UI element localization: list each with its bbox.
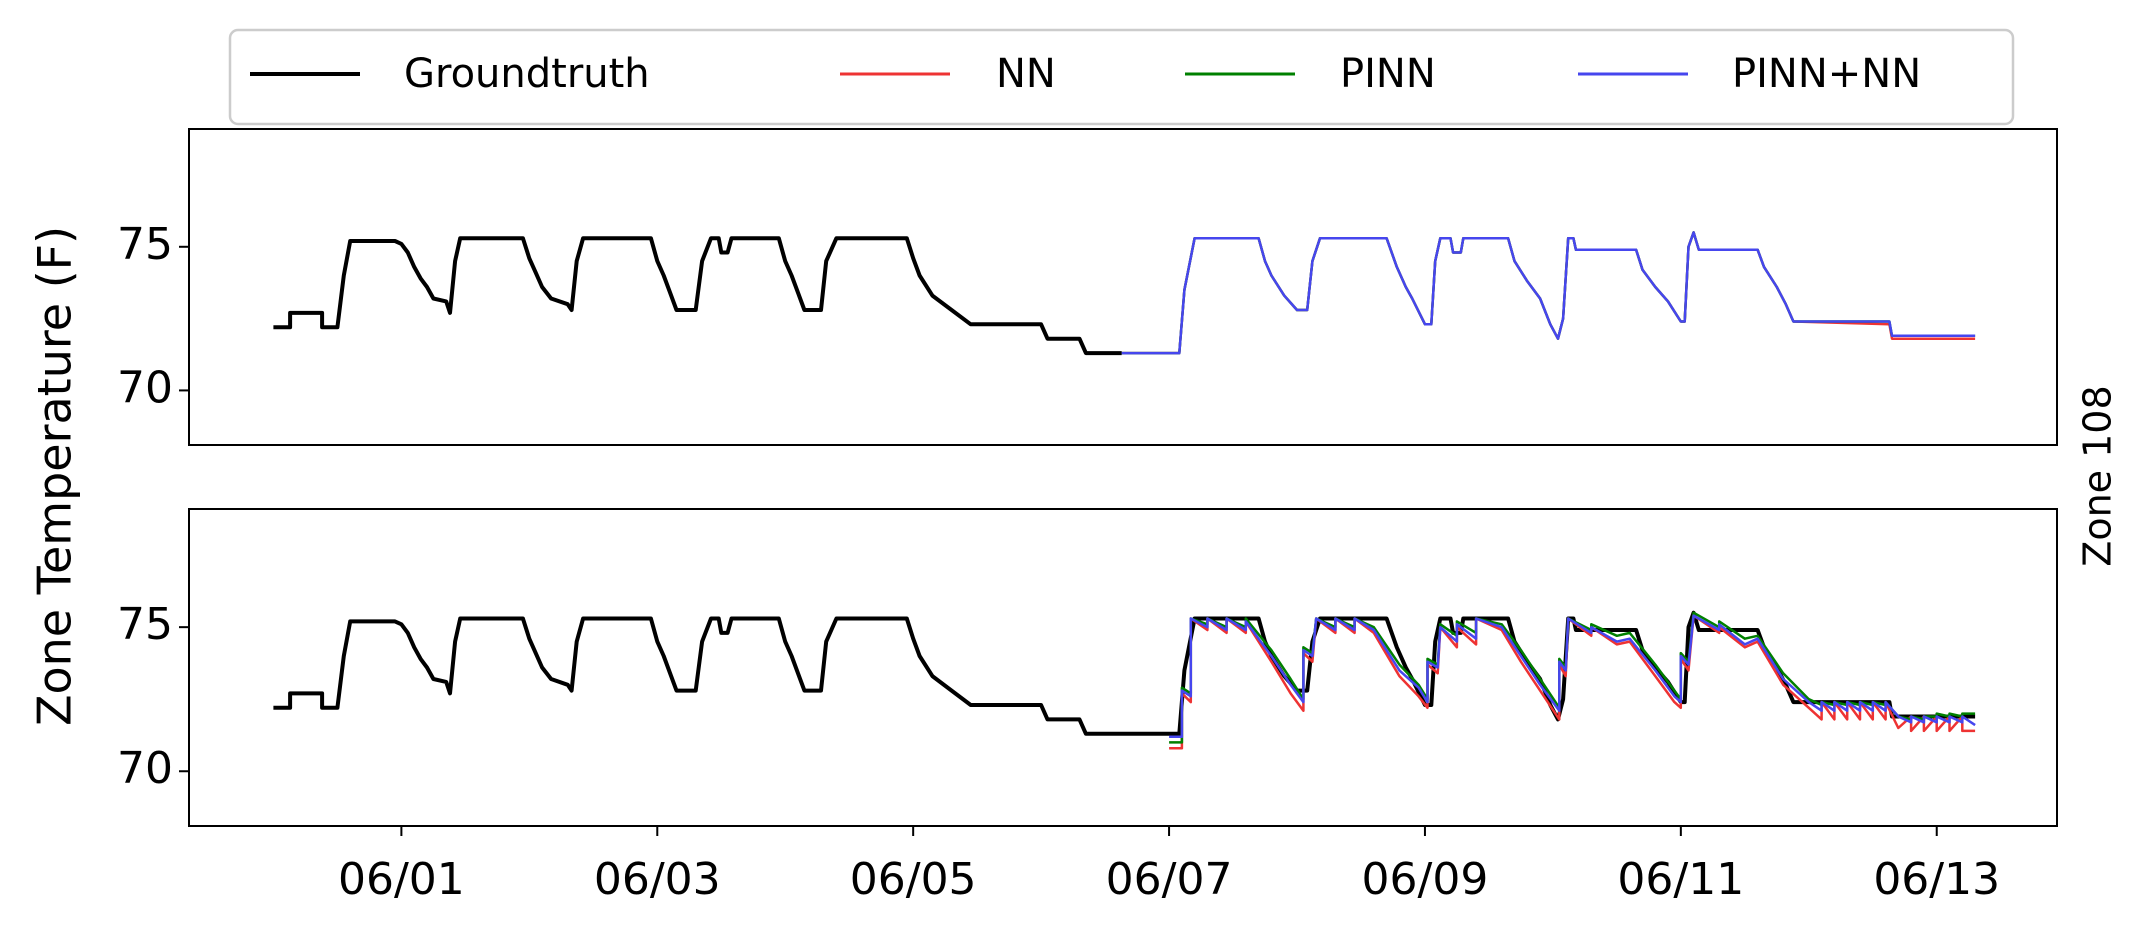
side-label: Zone 108	[2076, 385, 2120, 566]
y-axis-label: Zone Temperature (F)	[28, 226, 82, 726]
y-tick-label: 70	[117, 743, 173, 794]
axes-frame	[188, 508, 2058, 827]
axes-frame	[188, 128, 2058, 446]
y-tick-label: 75	[117, 219, 173, 270]
legend-label: Groundtruth	[404, 51, 650, 97]
series-line	[1169, 611, 1976, 744]
x-tick-label: 06/05	[850, 854, 977, 905]
x-tick-label: 06/01	[338, 854, 465, 905]
series-line	[1121, 231, 1976, 355]
x-tick-label: 06/13	[1873, 854, 2000, 905]
legend-label: NN	[996, 51, 1056, 97]
y-tick-label: 70	[117, 362, 173, 413]
x-tick-label: 06/03	[594, 854, 721, 905]
x-tick-label: 06/07	[1106, 854, 1233, 905]
legend-label: PINN	[1340, 51, 1436, 97]
series-line	[1169, 614, 1976, 738]
y-tick-label: 75	[117, 599, 173, 650]
series-line	[273, 236, 1122, 356]
x-tick-label: 06/11	[1617, 854, 1744, 905]
series-line	[1121, 231, 1976, 355]
series-line	[1121, 231, 1976, 355]
series-line	[1169, 614, 1976, 750]
x-tick-label: 06/09	[1362, 854, 1489, 905]
legend-label: PINN+NN	[1732, 51, 1921, 97]
legend-box	[228, 28, 2015, 126]
